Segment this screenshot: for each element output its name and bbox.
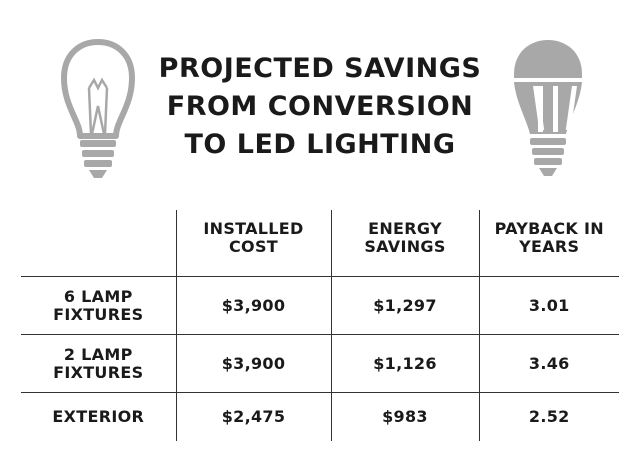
table-row: 2 LAMP FIXTURES $3,900 $1,126 3.46 (21, 334, 619, 393)
led-bulb-icon (514, 40, 582, 176)
header-text: INSTALLED (203, 219, 304, 238)
payback-years-cell: 3.46 (478, 334, 619, 393)
row-label: EXTERIOR (21, 392, 176, 441)
row-label: 2 LAMP FIXTURES (21, 334, 176, 393)
header-text: PAYBACK IN (494, 219, 604, 238)
row-label-text: 6 LAMP (63, 286, 133, 306)
row-label-text: 2 LAMP (63, 344, 133, 364)
installed-cost-cell: $2,475 (175, 392, 331, 441)
installed-cost-cell: $3,900 (175, 276, 331, 335)
energy-savings-cell: $1,126 (330, 334, 479, 393)
energy-savings-cell: $1,297 (330, 276, 479, 335)
title-line-3: TO LED LIGHTING (184, 129, 456, 160)
installed-cost-cell: $3,900 (175, 334, 331, 393)
header-text: COST (229, 237, 278, 256)
header-text: YEARS (519, 237, 580, 256)
header-text: SAVINGS (364, 237, 446, 256)
header-energy-savings: ENERGY SAVINGS (330, 210, 479, 277)
table-header-row: INSTALLED COST ENERGY SAVINGS PAYBACK IN… (21, 210, 619, 277)
row-label-text: EXTERIOR (52, 407, 145, 426)
payback-years-cell: 3.01 (478, 276, 619, 335)
header-text: ENERGY (368, 219, 442, 238)
savings-table: INSTALLED COST ENERGY SAVINGS PAYBACK IN… (21, 210, 619, 441)
incandescent-bulb-icon (61, 39, 135, 178)
row-label: 6 LAMP FIXTURES (21, 276, 176, 335)
table-row: EXTERIOR $2,475 $983 2.52 (21, 392, 619, 441)
payback-years-cell: 2.52 (478, 392, 619, 441)
title-line-1: PROJECTED SAVINGS (158, 53, 482, 84)
row-label-text: FIXTURES (53, 362, 144, 382)
header-empty (21, 210, 176, 277)
table-row: 6 LAMP FIXTURES $3,900 $1,297 3.01 (21, 276, 619, 335)
energy-savings-cell: $983 (330, 392, 479, 441)
header-installed-cost: INSTALLED COST (175, 210, 331, 277)
title-line-2: FROM CONVERSION (166, 91, 474, 122)
header-payback-years: PAYBACK IN YEARS (478, 210, 619, 277)
row-label-text: FIXTURES (53, 304, 144, 324)
page-title: PROJECTED SAVINGS FROM CONVERSION TO LED… (150, 50, 490, 164)
